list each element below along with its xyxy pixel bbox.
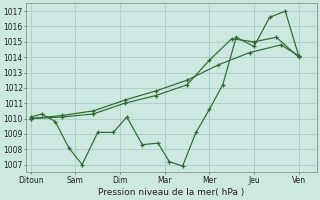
X-axis label: Pression niveau de la mer( hPa ): Pression niveau de la mer( hPa ) bbox=[98, 188, 244, 197]
